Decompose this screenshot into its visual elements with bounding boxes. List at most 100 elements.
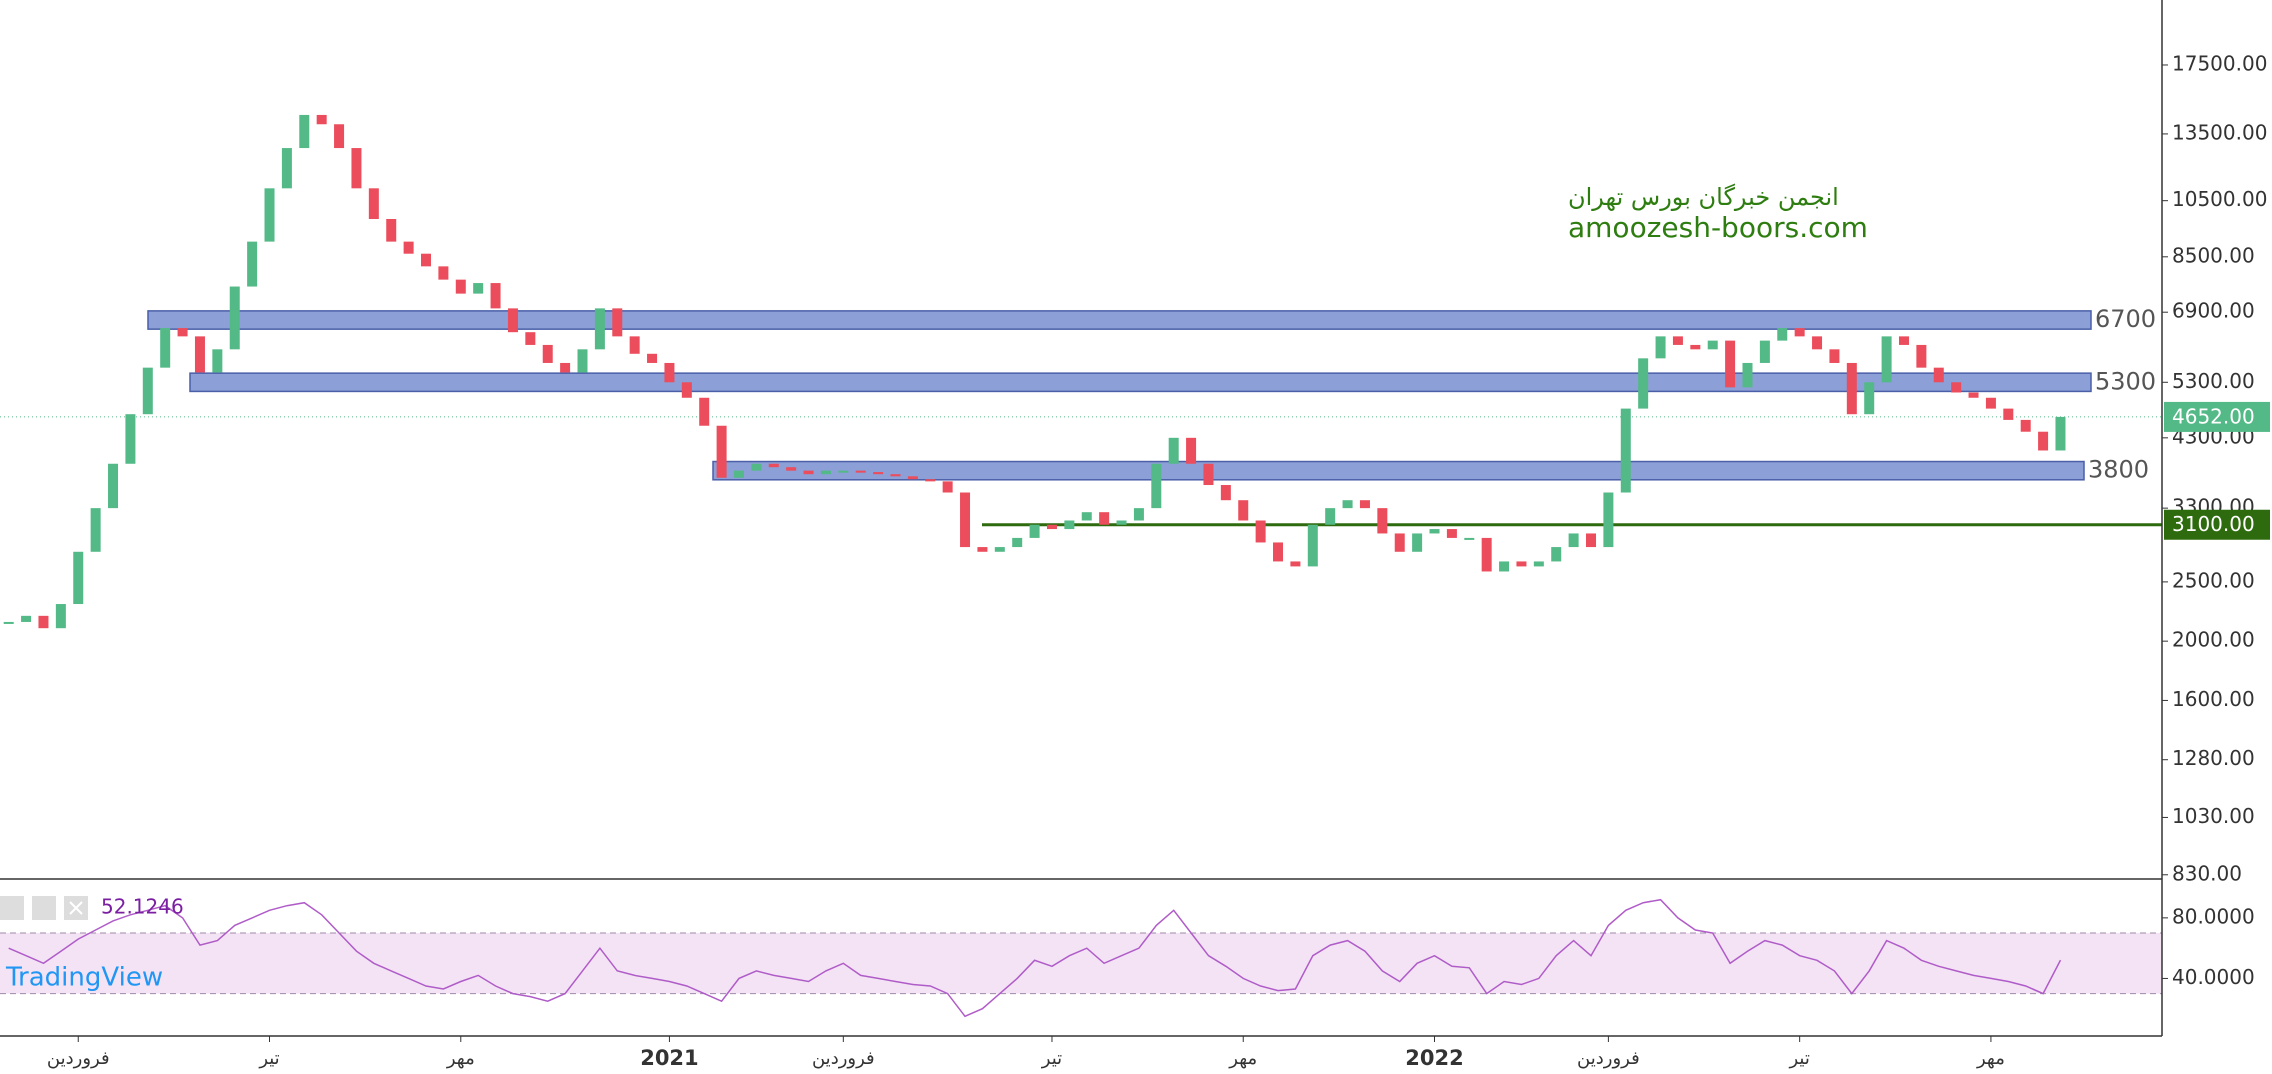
candle-body <box>1307 524 1318 567</box>
candle-body <box>1933 367 1944 383</box>
candle-body <box>716 425 727 478</box>
y-tick-label: 6900.00 <box>2172 299 2255 323</box>
candle-body <box>1742 362 1753 388</box>
candle-body <box>2003 408 2014 420</box>
candle-body <box>1359 500 1370 509</box>
candle-body <box>1151 463 1162 509</box>
candle-body <box>507 308 518 333</box>
candle-body <box>2055 416 2066 451</box>
close-icon <box>69 901 83 915</box>
candle-body <box>490 283 501 309</box>
candle-body <box>1429 529 1440 534</box>
x-tick-label: فروردین <box>1577 1048 1640 1069</box>
level-zone <box>189 372 2092 393</box>
candle-body <box>1777 328 1788 341</box>
y-tick-label: 1600.00 <box>2172 687 2255 711</box>
candle-body <box>473 283 484 294</box>
candle-body <box>1133 508 1144 521</box>
button[interactable] <box>0 896 24 920</box>
level-label: 3800 <box>2088 456 2149 484</box>
x-tick-label: مهر <box>1228 1048 1257 1069</box>
x-tick-label: مهر <box>1976 1048 2005 1069</box>
candle-body <box>855 470 866 473</box>
price-badge-label: 4652.00 <box>2172 404 2255 428</box>
candle-body <box>1168 437 1179 464</box>
candle-body <box>786 467 797 471</box>
indicator-buttons[interactable] <box>0 896 88 920</box>
candle-body <box>1829 349 1840 363</box>
candle-body <box>1707 340 1718 350</box>
candle-body <box>925 479 936 482</box>
x-tick-label: مهر <box>446 1048 475 1069</box>
candle-body <box>1116 520 1127 525</box>
y-tick-label: 40.0000 <box>2172 965 2255 989</box>
y-tick-label: 1280.00 <box>2172 746 2255 770</box>
price-badge-label: 3100.00 <box>2172 512 2255 536</box>
candle-body <box>1481 537 1492 572</box>
candle-body <box>820 470 831 475</box>
candle-body <box>960 492 971 548</box>
candle-body <box>1464 537 1475 540</box>
x-tick-label: تیر <box>1788 1048 1809 1069</box>
candle-body <box>1951 382 1962 393</box>
candle-body <box>1864 382 1875 415</box>
candle-body <box>1985 397 1996 409</box>
candle-body <box>751 463 762 471</box>
y-tick-label: 2000.00 <box>2172 628 2255 652</box>
candle-body <box>264 188 275 242</box>
y-tick-label: 8500.00 <box>2172 243 2255 267</box>
candle-body <box>1812 336 1823 350</box>
y-tick-label: 80.0000 <box>2172 904 2255 928</box>
y-tick-label: 5300.00 <box>2172 369 2255 393</box>
candle-body <box>1620 408 1631 493</box>
x-tick-label: 2021 <box>640 1046 698 1070</box>
candle-body <box>1081 512 1092 521</box>
candle-body <box>1759 340 1770 363</box>
candle-body <box>438 266 449 280</box>
candle-body <box>942 481 953 493</box>
candle-body <box>1099 512 1110 525</box>
candle-body <box>229 286 240 350</box>
price-badge <box>2164 401 2270 432</box>
x-tick-label: فروردین <box>812 1048 875 1069</box>
level-zone <box>712 460 2085 481</box>
candle-body <box>142 367 153 415</box>
y-tick-label: 10500.00 <box>2172 187 2267 211</box>
candle-body <box>1499 561 1510 572</box>
candle-body <box>1690 344 1701 350</box>
candle-body <box>403 241 414 254</box>
candle-body <box>194 336 205 373</box>
level-label: 5300 <box>2095 367 2156 395</box>
candle-body <box>1516 561 1527 567</box>
level-zone <box>147 310 2092 330</box>
candle-body <box>1794 328 1805 337</box>
plot-layer: 6700 5300 3800 17500.00 13500.00 10500.00 8500… <box>0 51 2270 1070</box>
candle-body <box>160 328 171 368</box>
candle-body <box>73 551 84 605</box>
candle-body <box>1846 362 1857 415</box>
candle-body <box>1881 336 1892 383</box>
candle-body <box>1898 336 1909 345</box>
candle-body <box>1255 520 1266 543</box>
candle-body <box>1342 500 1353 509</box>
candle-body <box>1290 561 1301 567</box>
candle-body <box>1725 340 1736 388</box>
watermark-url: amoozesh-boors.com <box>1568 211 1868 244</box>
candle-body <box>1916 344 1927 368</box>
candle-body <box>681 382 692 398</box>
rsi-value: 52.1246 <box>101 895 184 919</box>
candle-body <box>1568 533 1579 548</box>
candle-body <box>1638 358 1649 409</box>
candle-body <box>247 241 258 287</box>
candle-body <box>334 124 345 149</box>
y-tick-label: 830.00 <box>2172 861 2242 885</box>
candle-body <box>421 253 432 267</box>
candle-body <box>629 336 640 354</box>
candle-body <box>890 474 901 477</box>
candle-body <box>1029 524 1040 538</box>
candle-body <box>368 188 379 220</box>
candle-body <box>1533 561 1544 567</box>
candle-body <box>733 470 744 478</box>
candle-body <box>594 308 605 350</box>
settings-button[interactable] <box>32 896 56 920</box>
